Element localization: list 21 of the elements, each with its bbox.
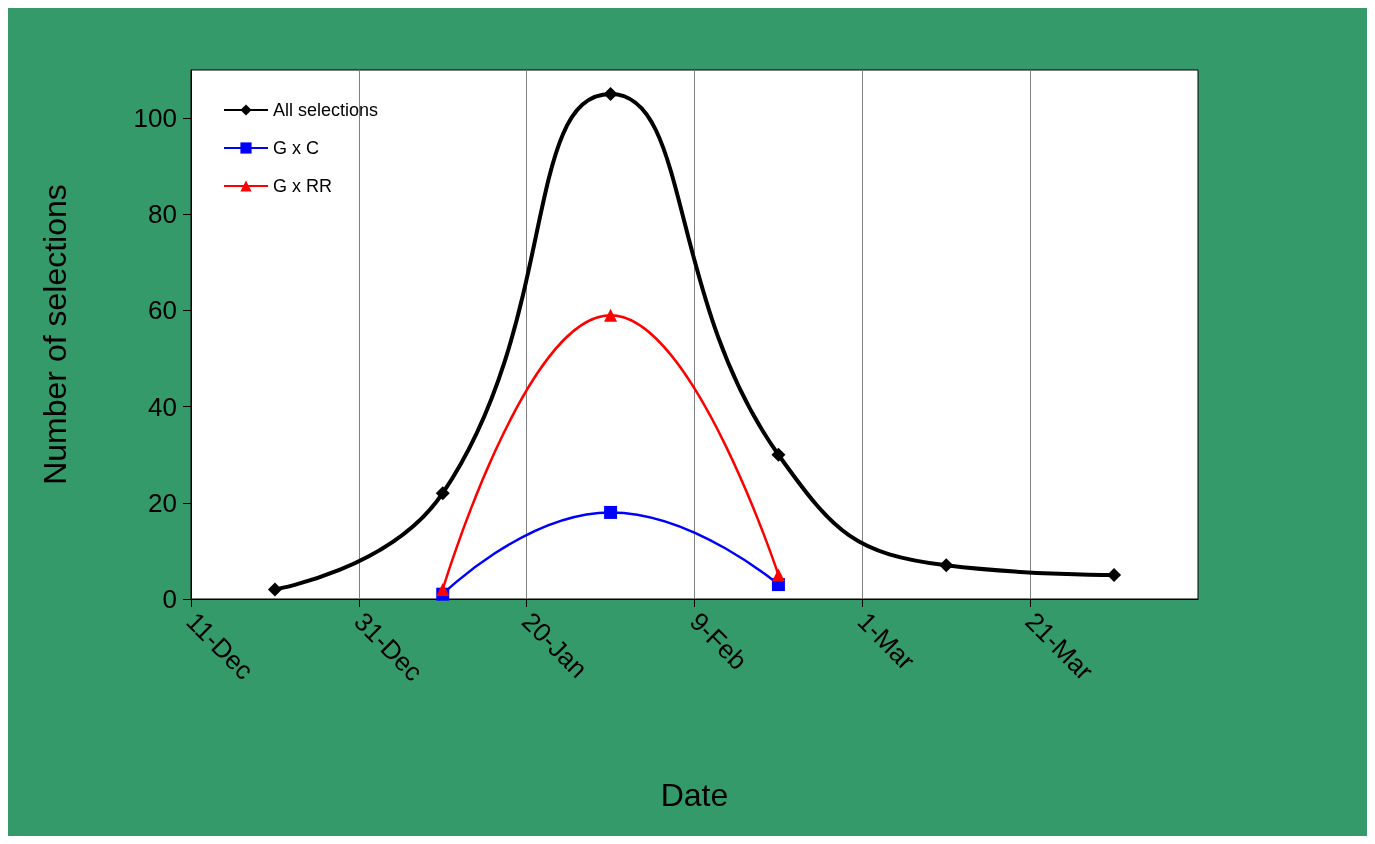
point	[604, 308, 618, 322]
point	[771, 447, 786, 462]
y-tick-label: 60	[148, 295, 177, 326]
legend-label: G x C	[273, 138, 320, 158]
point	[771, 568, 785, 582]
y-tick-label: 80	[148, 199, 177, 230]
x-axis-title: Date	[660, 777, 729, 813]
y-tick-label: 100	[133, 103, 177, 134]
point	[604, 505, 618, 519]
point	[267, 582, 282, 597]
y-tick-label: 40	[148, 391, 177, 422]
y-tick-label: 0	[162, 584, 177, 614]
point	[939, 558, 954, 573]
legend-label: All selections	[273, 100, 379, 120]
legend-label: G x RR	[273, 176, 333, 196]
point	[435, 486, 450, 501]
y-tick-label: 20	[148, 487, 177, 518]
y-axis-title: Number of selections	[37, 184, 73, 485]
point	[436, 582, 450, 596]
point	[603, 87, 618, 102]
point	[1107, 567, 1122, 582]
